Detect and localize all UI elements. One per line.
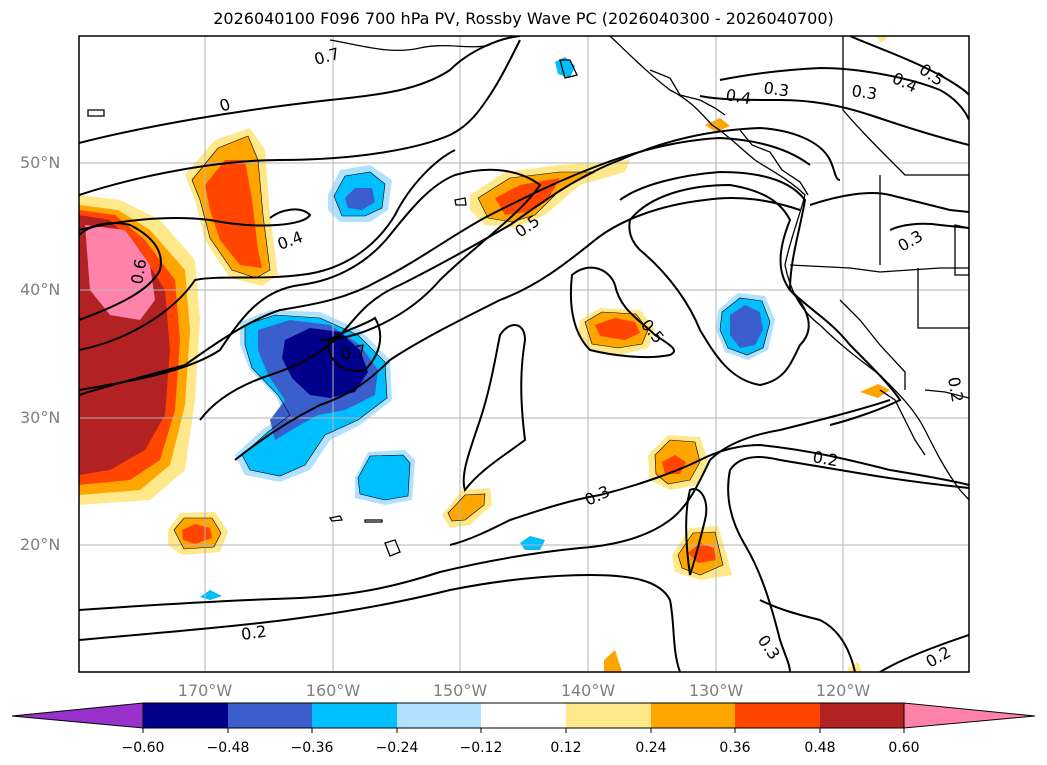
latitude-label: 40°N (20, 280, 61, 299)
colorbar-tick-label: 0.36 (719, 740, 751, 756)
colorbar-tick-label: −0.36 (290, 740, 334, 756)
longitude-label: 140°W (560, 681, 616, 700)
colorbar-tick-label: 0.60 (888, 740, 920, 756)
colorbar (11, 702, 1036, 733)
contour-label: 0.3 (895, 226, 927, 255)
colorbar-segment (481, 703, 566, 728)
contour-label: 0.3 (762, 78, 790, 100)
contour-label: 0.6 (127, 257, 150, 285)
contour-label: 0 (217, 94, 233, 115)
colorbar-tick-label: 0.12 (550, 740, 582, 756)
map-frame (78, 35, 970, 673)
positive-anomaly-150w-22n (442, 488, 492, 528)
contour-label: 0.7 (312, 44, 342, 69)
contour-label: 0.7 (339, 341, 367, 364)
colorbar-segment (397, 703, 481, 728)
positive-anomaly-small (604, 36, 890, 672)
contour-label: 0.4 (724, 85, 752, 108)
positive-anomaly-168w-45n (185, 128, 278, 286)
contour-label: 0.2 (811, 447, 839, 470)
colorbar-tick-label: 0.24 (635, 740, 667, 756)
longitude-label: 170°W (177, 681, 233, 700)
colorbar-segment (143, 703, 228, 728)
contour-label: 0.3 (850, 81, 878, 103)
colorbar-under-extend (11, 702, 144, 729)
negative-anomaly-155w-27n (355, 450, 415, 505)
colorbar-segment (820, 703, 904, 728)
longitude-label: 160°W (305, 681, 361, 700)
colorbar-segment (651, 703, 735, 728)
contour-label: 0.4 (275, 227, 305, 254)
colorbar-segment (312, 703, 397, 728)
contour-label: 0.3 (582, 482, 613, 510)
latitude-label: 50°N (20, 153, 61, 172)
latitude-label: 30°N (20, 408, 61, 427)
contour-label: 0.5 (916, 60, 948, 90)
colorbar-segment (566, 703, 651, 728)
colorbar-over-extend (903, 702, 1036, 729)
map-title: 2026040100 F096 700 hPa PV, Rossby Wave … (213, 9, 834, 28)
positive-anomaly-138w-37n (578, 308, 655, 355)
longitude-label: 130°W (688, 681, 744, 700)
coastlines (87, 36, 969, 557)
negative-anomaly-155w-46n (328, 165, 392, 222)
positive-anomaly-west-edge (79, 195, 200, 505)
negative-anomaly-128w-37n (716, 293, 775, 360)
contour-label: 0.2 (944, 375, 967, 403)
latitude-label: 20°N (20, 535, 61, 554)
longitude-label: 150°W (432, 681, 488, 700)
colorbar-tick-label: −0.24 (375, 740, 419, 756)
positive-anomaly-170w-21n (168, 512, 228, 555)
pv-contours (79, 36, 969, 672)
colorbar-frame (142, 702, 905, 729)
colorbar-tick-label: −0.60 (121, 740, 165, 756)
longitude-label: 120°W (815, 681, 871, 700)
contour-label: 0.2 (923, 642, 955, 671)
colorbar-segment (228, 703, 312, 728)
contour-label: 0.2 (240, 622, 268, 644)
colorbar-segment (735, 703, 820, 728)
colorbar-tick-label: −0.48 (206, 740, 250, 756)
negative-anomaly-158w-35n (235, 310, 392, 482)
colorbar-tick-label: 0.48 (804, 740, 836, 756)
anomaly-outlines (173, 135, 771, 576)
colorbar-tick-label: −0.12 (459, 740, 503, 756)
contour-label: 0.4 (889, 68, 920, 96)
